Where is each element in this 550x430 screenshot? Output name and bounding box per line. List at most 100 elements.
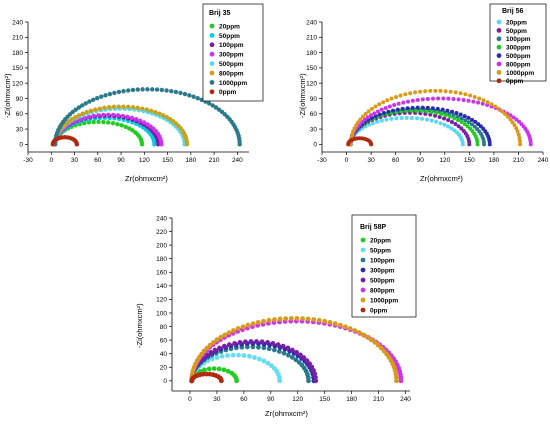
data-point [214, 355, 220, 360]
data-point [439, 111, 444, 116]
data-point [516, 132, 521, 137]
data-point [409, 115, 414, 120]
data-point [255, 319, 261, 325]
data-point [144, 107, 150, 112]
x-ticks: 0 30 60 90 120 150 180 210 240 [188, 391, 411, 403]
series-0ppm [189, 371, 224, 384]
y-axis-label: -Zi(ohmxcm²) [3, 73, 12, 118]
data-point [475, 142, 480, 147]
data-point [466, 120, 471, 125]
data-point [332, 321, 338, 327]
data-point [167, 116, 173, 122]
data-point [458, 91, 463, 96]
data-point [110, 120, 116, 126]
legend-marker [209, 70, 215, 76]
data-point [243, 339, 248, 345]
series-800ppm [52, 104, 190, 147]
data-point [366, 109, 371, 114]
y-tick-label: 60 [16, 111, 24, 118]
data-point [126, 104, 131, 110]
data-point [216, 366, 222, 372]
data-point [482, 142, 487, 147]
x-tick-label: 30 [367, 157, 375, 164]
legend-marker [496, 53, 502, 58]
data-point [261, 345, 267, 351]
data-point [466, 115, 471, 120]
data-point [111, 104, 117, 110]
data-marks [50, 87, 242, 147]
data-point [389, 116, 394, 121]
data-point [86, 120, 92, 125]
data-point [424, 109, 429, 114]
y-tick-label: 180 [12, 50, 23, 57]
data-point [423, 89, 428, 94]
x-tick-label: 210 [373, 396, 384, 403]
series-1000ppm [189, 316, 399, 384]
data-point [94, 95, 100, 101]
data-point [277, 316, 283, 322]
legend-label: 300ppm [370, 267, 395, 274]
data-point [430, 96, 435, 101]
x-tick-label: 30 [71, 157, 79, 164]
legend-marker [360, 287, 366, 293]
data-point [222, 332, 228, 338]
data-point [206, 366, 212, 372]
data-point [112, 90, 117, 96]
data-point [369, 142, 374, 147]
data-point [231, 328, 236, 333]
data-point [508, 117, 513, 122]
data-point [173, 89, 179, 95]
legend-marker [496, 28, 502, 33]
data-point [123, 124, 128, 130]
data-point [313, 378, 319, 384]
data-point [191, 94, 196, 99]
legend-label: 300ppm [506, 45, 531, 52]
data-point [462, 114, 467, 119]
data-point [428, 88, 433, 93]
data-point [204, 345, 210, 351]
data-point [285, 352, 291, 358]
data-point [443, 89, 448, 94]
data-point [462, 122, 467, 127]
data-point [277, 378, 283, 384]
data-point [358, 117, 363, 122]
data-point [408, 91, 413, 96]
data-point [225, 368, 231, 374]
x-tick-label: 180 [488, 157, 499, 164]
data-point [393, 374, 399, 380]
data-point [392, 103, 397, 108]
legend-title: Brij 56 [502, 8, 524, 15]
data-point [405, 106, 410, 111]
x-tick-label: 0 [49, 157, 53, 164]
data-point [453, 90, 458, 95]
data-point [221, 343, 227, 349]
data-point [363, 111, 368, 116]
data-point [512, 123, 517, 128]
y-axis-label: -Zi(ohmxcm²) [298, 73, 307, 118]
data-point [99, 94, 104, 99]
data-point [311, 317, 317, 322]
y-tick-label: 120 [12, 80, 23, 87]
data-point [455, 114, 460, 119]
data-point [256, 344, 261, 350]
data-point [430, 106, 435, 111]
data-point [449, 126, 454, 131]
data-point [130, 87, 136, 93]
data-point [466, 98, 471, 103]
data-point [493, 104, 498, 109]
data-point [394, 116, 399, 121]
series-0ppm [346, 136, 374, 147]
data-point [116, 104, 121, 109]
data-point [398, 93, 403, 98]
data-point [265, 340, 270, 345]
data-point [420, 105, 425, 110]
data-point [88, 108, 94, 114]
data-point [125, 114, 130, 119]
data-point [418, 89, 423, 94]
data-point [126, 88, 131, 93]
data-point [275, 342, 281, 348]
y-tick-label: 180 [306, 50, 317, 57]
data-point [281, 350, 287, 356]
legend-label: 20ppm [370, 237, 391, 244]
